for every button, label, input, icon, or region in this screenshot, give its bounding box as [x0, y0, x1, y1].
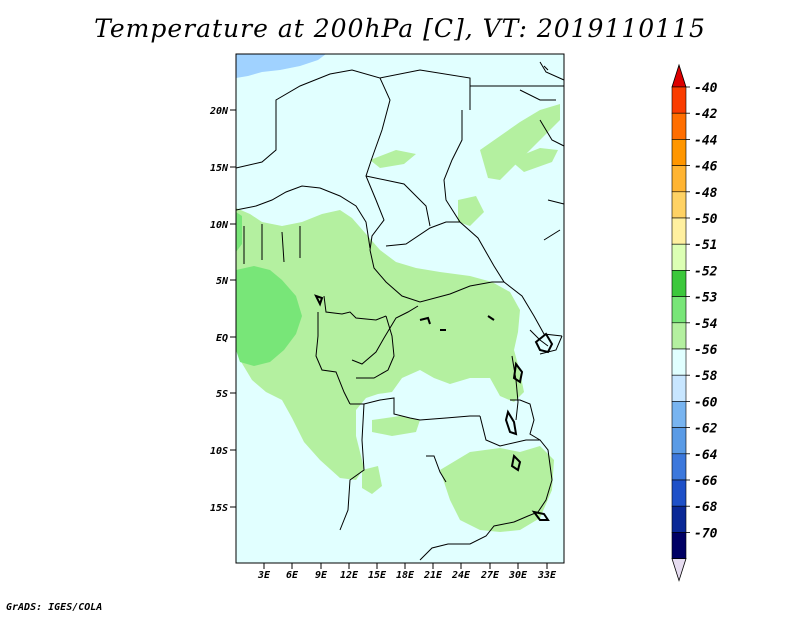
colorbar-label: -68: [694, 500, 718, 515]
colorbar-label: -70: [694, 526, 718, 541]
lat-label: 10S: [210, 446, 228, 457]
lat-label: 20N: [209, 106, 229, 117]
lat-label: 10N: [210, 220, 229, 231]
colorbar-label: -46: [694, 160, 718, 175]
lakes: [314, 294, 554, 521]
colorbar-swatch: [671, 139, 687, 166]
colorbar-label: -50: [694, 212, 718, 227]
lat-label: EQ: [216, 333, 228, 344]
colorbar-label: -54: [694, 317, 718, 332]
colorbar-swatch: [671, 322, 687, 350]
colorbar-label: -40: [694, 81, 718, 96]
colorbar-tip-bottom: [671, 558, 687, 582]
lon-label: 15E: [368, 570, 387, 581]
footer-credit: GrADS: IGES/COLA: [6, 602, 103, 613]
colorbar-swatch: [671, 401, 687, 428]
lon-label: 9E: [315, 570, 328, 581]
colorbar-swatch: [671, 243, 687, 271]
colorbar-label: -62: [694, 422, 718, 437]
colorbar-swatch: [671, 427, 687, 455]
temp-region-52: [236, 212, 302, 366]
lat-label: 15S: [210, 503, 228, 514]
colorbar-swatch: [671, 479, 687, 507]
colorbar-swatch: [671, 374, 687, 402]
colorbar-label: -44: [694, 133, 718, 148]
colorbar-swatch: [671, 270, 687, 297]
colorbar-label: -66: [694, 474, 718, 489]
lon-label: 33E: [537, 570, 557, 581]
lat-label: 5N: [216, 276, 229, 287]
colorbar-swatch: [671, 112, 687, 140]
colorbar-swatch: [671, 348, 687, 376]
colorbar-label: -48: [694, 186, 718, 201]
colorbar-swatch: [671, 217, 687, 245]
colorbar-swatch: [671, 296, 687, 324]
colorbar-label: -56: [694, 343, 718, 358]
colorbar-label: -60: [694, 395, 718, 410]
chart-title: Temperature at 200hPa [C], VT: 201911011…: [94, 14, 706, 43]
lon-label: 21E: [423, 570, 443, 581]
lon-label: 30E: [508, 570, 528, 581]
lon-label: 27E: [480, 570, 500, 581]
colorbar-swatch: [671, 165, 687, 193]
lon-label: 6E: [286, 570, 299, 581]
water-body: [236, 54, 326, 78]
lon-label: 12E: [340, 570, 359, 581]
colorbar-swatch: [671, 532, 687, 559]
lon-label: 18E: [396, 570, 415, 581]
colorbar-swatch: [671, 505, 687, 533]
colorbar-label: -42: [694, 107, 718, 122]
lon-label: 24E: [451, 570, 471, 581]
colorbar-label: -53: [694, 291, 718, 306]
colorbar-label: -51: [694, 238, 717, 253]
lon-ticks: 3E 6E 9E 12E 15E 18E 21E 24E 27E 30E 33E: [257, 563, 557, 581]
lon-label: 3E: [257, 570, 271, 581]
colorbar-label: -64: [694, 448, 718, 463]
colorbar-swatch: [671, 453, 687, 481]
colorbar-tip-top: [671, 63, 687, 88]
colorbar-label: -52: [694, 264, 718, 279]
colorbar-swatch: [671, 191, 687, 219]
map-frame: [235, 53, 565, 564]
colorbar-label: -58: [694, 369, 718, 384]
lat-ticks: 20N 15N 10N 5N EQ 5S 10S 15S: [209, 106, 236, 514]
map-borders: [235, 61, 565, 561]
colorbar-swatch: [671, 86, 687, 114]
lat-label: 5S: [216, 389, 228, 400]
lat-label: 15N: [210, 163, 229, 174]
